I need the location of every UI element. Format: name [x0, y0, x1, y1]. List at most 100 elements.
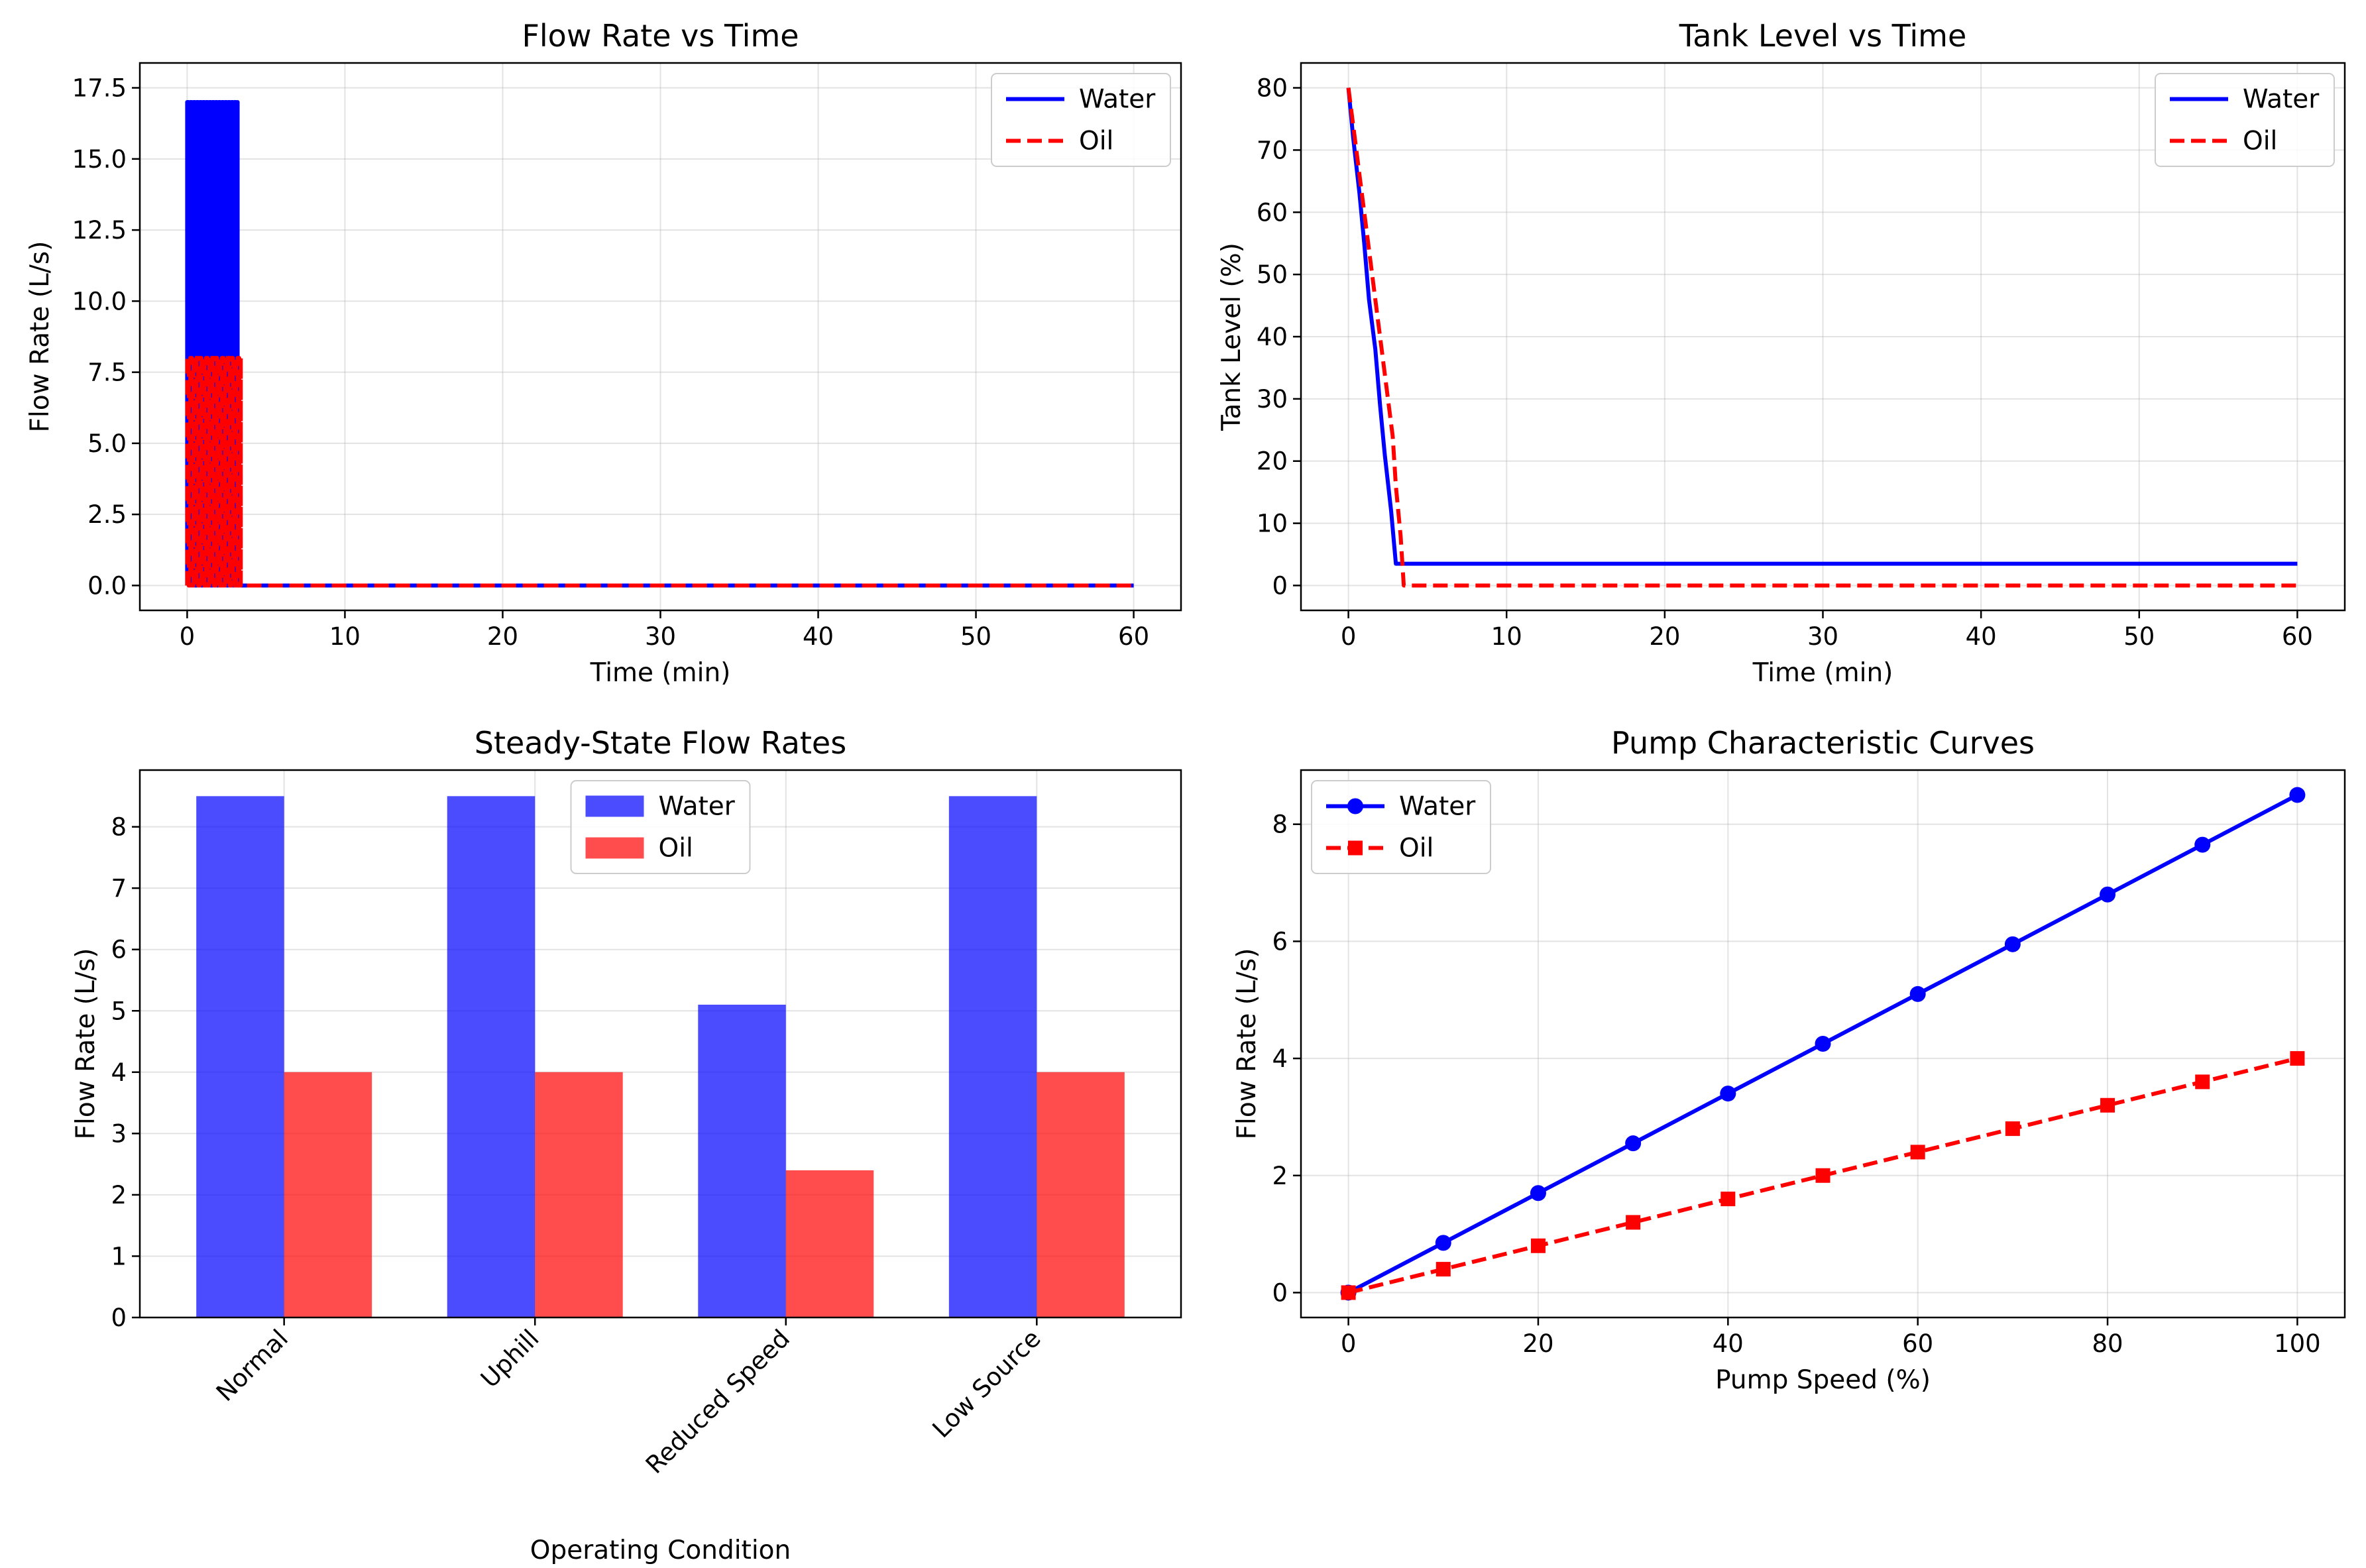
- series-line-oil: [185, 356, 1134, 588]
- data-point-oil: [1720, 1192, 1736, 1207]
- bar-water: [447, 796, 535, 1317]
- y-tick-label: 8: [111, 813, 127, 842]
- data-point-water: [2100, 886, 2116, 903]
- y-axis-label: Tank Level (%): [1217, 243, 1247, 431]
- series-line-oil: [1346, 87, 2298, 588]
- data-point-water: [1435, 1235, 1451, 1251]
- y-tick-label: 7.5: [87, 359, 127, 387]
- data-point-water: [1909, 985, 1926, 1002]
- chart-title: Tank Level vs Time: [1679, 18, 1967, 54]
- y-axis-label: Flow Rate (L/s): [25, 241, 55, 433]
- bar-oil: [785, 1170, 874, 1317]
- y-tick-label: 5.0: [87, 429, 127, 458]
- x-tick-label: 10: [329, 622, 361, 651]
- x-tick-label: 0: [1341, 1329, 1357, 1358]
- axes-frame: [139, 769, 1182, 1319]
- data-point-oil: [1626, 1215, 1641, 1230]
- x-tick-label: 100: [2274, 1329, 2321, 1358]
- x-tick-label: 30: [645, 622, 676, 651]
- legend-box: [991, 73, 1171, 167]
- y-tick-label: 60: [1257, 198, 1288, 227]
- x-tick-label: 60: [2282, 622, 2313, 651]
- y-tick-label: 8: [1272, 811, 1288, 839]
- legend-label-oil: Oil: [1079, 127, 1113, 156]
- x-tick-label: 0: [180, 622, 196, 651]
- y-tick-label: 0.0: [87, 571, 127, 600]
- x-tick-label: 30: [1807, 622, 1838, 651]
- y-axis-label: Flow Rate (L/s): [71, 948, 101, 1140]
- x-axis-label: Pump Speed (%): [1715, 1365, 1931, 1395]
- legend-label-oil: Oil: [2243, 127, 2277, 156]
- legend-marker-oil: [1348, 840, 1363, 856]
- y-tick-label: 2: [1272, 1162, 1288, 1190]
- bar-oil: [284, 1072, 372, 1317]
- legend-label-water: Water: [2243, 85, 2320, 115]
- series-line-water: [1346, 87, 2298, 566]
- data-point-oil: [1341, 1285, 1356, 1300]
- y-tick-label: 30: [1257, 385, 1288, 414]
- data-point-water: [2004, 936, 2021, 952]
- bar-water: [698, 1005, 786, 1317]
- data-point-water: [2194, 836, 2211, 853]
- chart-flow: 0.0 2.5 5.0 7.5 10.0 12.5 15.0 17.5 0 10 20 30 40 50 6…: [25, 18, 1182, 688]
- data-point-water: [1625, 1135, 1642, 1152]
- y-tick-label: 50: [1257, 260, 1288, 289]
- legend-label-water: Water: [1079, 85, 1156, 115]
- chart-tank: 0 10 20 30 40 50 60 70 80 0 10 20 30 40 50 60 Tank Level…: [1217, 18, 2346, 688]
- y-tick-label: 6: [111, 936, 127, 964]
- y-tick-label: 2: [111, 1181, 127, 1209]
- x-tick-label: 10: [1491, 622, 1522, 651]
- legend-label-oil: Oil: [659, 834, 693, 864]
- legend-label-water: Water: [659, 792, 736, 822]
- x-tick-label: 60: [1118, 622, 1149, 651]
- chart-title: Steady-State Flow Rates: [475, 725, 846, 761]
- y-tick-label: 17.5: [72, 74, 127, 103]
- axes-frame: [1300, 769, 2346, 1319]
- x-tick-label: 20: [1522, 1329, 1553, 1358]
- data-point-oil: [1815, 1168, 1831, 1183]
- data-point-water: [1815, 1036, 1831, 1052]
- x-axis-label: Time (min): [590, 658, 731, 688]
- legend-box: [2155, 73, 2335, 167]
- y-tick-label: 10: [1257, 510, 1288, 538]
- legend-label-water: Water: [1399, 792, 1476, 822]
- y-tick-label: 4: [111, 1058, 127, 1087]
- chart-title: Pump Characteristic Curves: [1611, 725, 2035, 761]
- y-tick-label: 2.5: [87, 500, 127, 529]
- data-point-water: [1720, 1086, 1736, 1102]
- y-tick-label: 0: [111, 1304, 127, 1332]
- bar-oil: [535, 1072, 623, 1317]
- y-tick-label: 3: [111, 1119, 127, 1148]
- x-tick-label: 0: [1341, 622, 1357, 651]
- y-tick-label: 1: [111, 1242, 127, 1270]
- x-tick-label: 20: [487, 622, 518, 651]
- x-tick-label: 80: [2092, 1329, 2123, 1358]
- y-tick-label: 70: [1257, 136, 1288, 164]
- data-point-oil: [2290, 1051, 2305, 1066]
- x-tick-label: 60: [1902, 1329, 1933, 1358]
- y-tick-label: 4: [1272, 1044, 1288, 1073]
- x-axis-label: Operating Condition: [530, 1536, 791, 1565]
- data-point-oil: [2195, 1074, 2210, 1090]
- data-point-oil: [1530, 1238, 1546, 1253]
- x-tick-label: 40: [1966, 622, 1997, 651]
- x-tick-label: 50: [960, 622, 991, 651]
- y-tick-label: 7: [111, 874, 127, 903]
- legend-label-oil: Oil: [1399, 834, 1434, 864]
- data-point-oil: [1436, 1262, 1451, 1277]
- data-point-water: [2289, 787, 2306, 803]
- y-tick-label: 80: [1257, 74, 1288, 103]
- data-point-water: [1530, 1185, 1546, 1202]
- y-tick-label: 5: [111, 997, 127, 1025]
- y-tick-label: 10.0: [72, 287, 127, 315]
- x-tick-label: 50: [2123, 622, 2155, 651]
- y-tick-label: 12.5: [72, 216, 127, 245]
- x-axis-label: Time (min): [1752, 658, 1893, 688]
- data-point-oil: [2100, 1097, 2115, 1113]
- bar-oil: [1037, 1072, 1125, 1317]
- bar-water: [196, 796, 284, 1317]
